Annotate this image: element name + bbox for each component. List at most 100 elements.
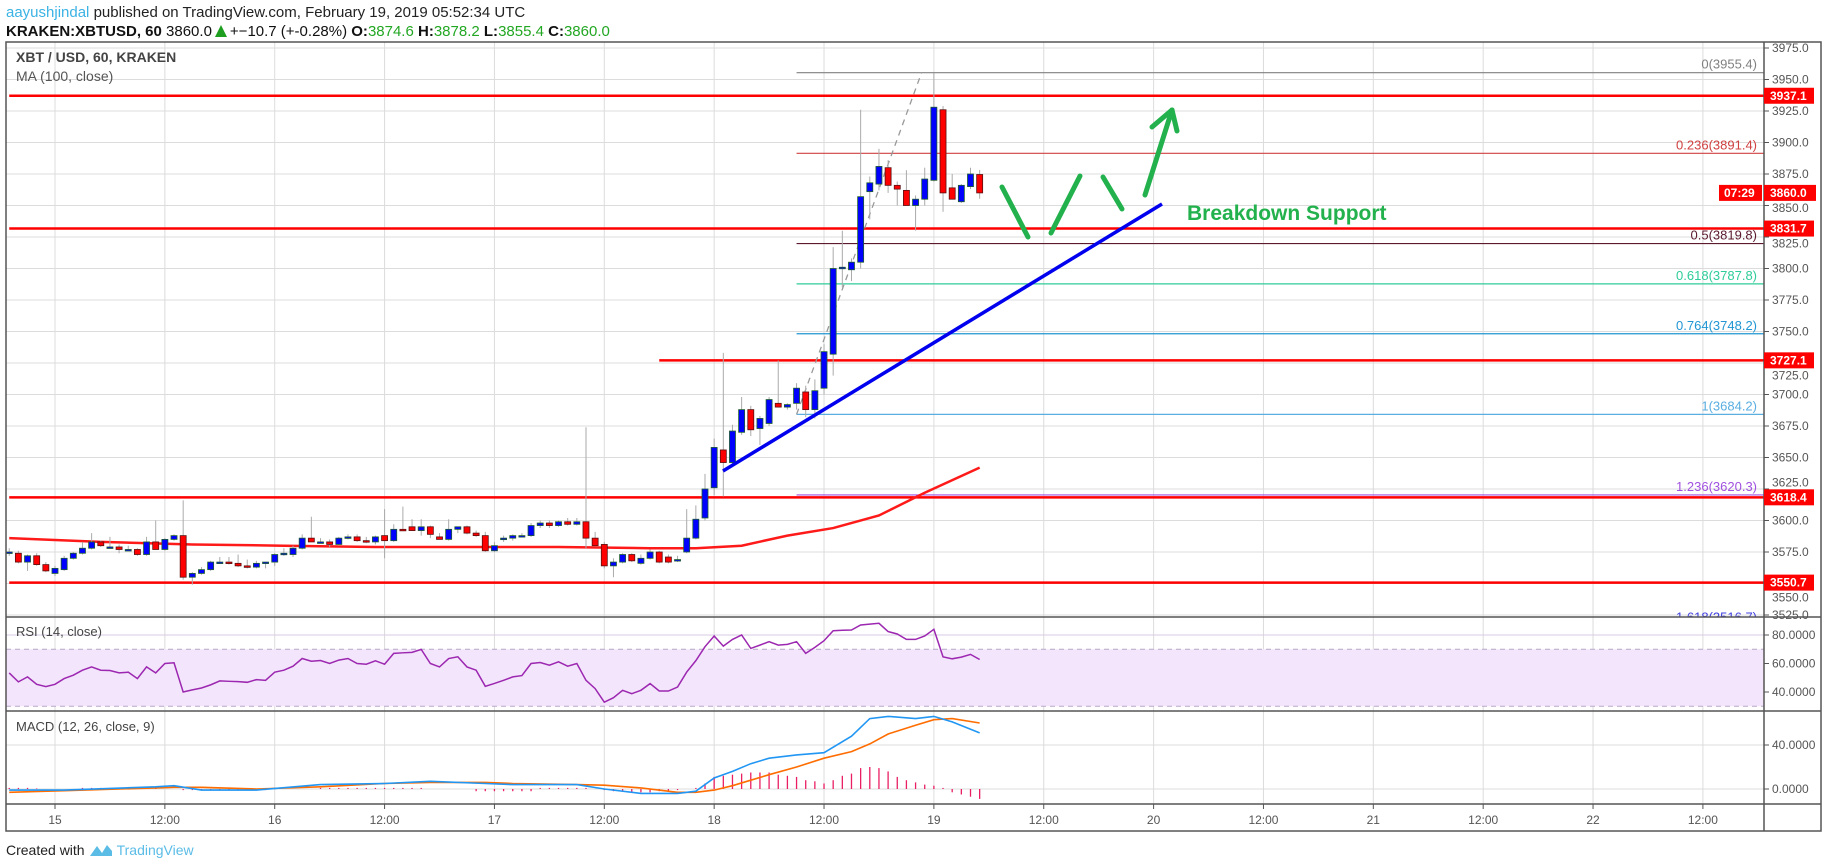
candle-down[interactable] (33, 555, 41, 566)
candle-down[interactable] (939, 109, 947, 194)
candle-down[interactable] (97, 541, 105, 547)
candle-up[interactable] (784, 404, 791, 408)
candle-up[interactable] (866, 182, 874, 193)
projection-arrow[interactable] (1149, 107, 1175, 130)
candle-down[interactable] (234, 562, 242, 567)
candle-down[interactable] (14, 552, 22, 563)
candle-down[interactable] (353, 536, 361, 542)
candle-down[interactable] (564, 521, 572, 525)
candle-up[interactable] (674, 559, 681, 562)
candle-up[interactable] (445, 528, 453, 540)
candle-down[interactable] (152, 541, 160, 550)
candle-down[interactable] (582, 521, 590, 539)
candle-up[interactable] (610, 561, 617, 567)
candle-up[interactable] (344, 536, 352, 539)
candle-down[interactable] (326, 541, 334, 545)
candle-up[interactable] (253, 562, 260, 568)
candle-up[interactable] (79, 547, 86, 554)
support-trend-line[interactable] (722, 202, 1163, 473)
candle-up[interactable] (106, 546, 114, 549)
tradingview-brand-link[interactable]: TradingView (116, 842, 194, 858)
candle-up[interactable] (701, 488, 709, 519)
candle-up[interactable] (417, 526, 425, 531)
candle-up[interactable] (646, 551, 654, 559)
candle-up[interactable] (289, 547, 297, 555)
candle-down[interactable] (307, 537, 315, 543)
candle-down[interactable] (481, 535, 489, 552)
candle-up[interactable] (793, 387, 800, 404)
candle-up[interactable] (188, 573, 196, 578)
candle-up[interactable] (555, 521, 562, 526)
candle-down[interactable] (243, 565, 251, 568)
projection-arrow[interactable] (999, 184, 1031, 240)
candle-up[interactable] (518, 535, 526, 538)
candle-up[interactable] (500, 537, 507, 541)
candle-up[interactable] (124, 549, 132, 552)
candle-up[interactable] (317, 541, 324, 544)
candle-up[interactable] (683, 537, 691, 553)
candle-down[interactable] (225, 561, 233, 564)
candle-up[interactable] (509, 535, 517, 539)
candle-up[interactable] (390, 528, 398, 542)
candle-up[interactable] (143, 541, 150, 555)
candle-up[interactable] (848, 261, 855, 271)
candle-down[interactable] (664, 556, 672, 563)
candle-up[interactable] (271, 554, 279, 563)
candle-down[interactable] (179, 535, 187, 578)
candle-up[interactable] (280, 552, 288, 556)
candle-up[interactable] (88, 541, 96, 549)
candle-up[interactable] (298, 537, 306, 549)
candle-down[interactable] (426, 526, 434, 535)
candle-down[interactable] (884, 167, 892, 186)
candle-down[interactable] (600, 544, 608, 567)
candle-down[interactable] (903, 189, 910, 206)
candle-up[interactable] (491, 545, 498, 552)
candle-down[interactable] (472, 532, 480, 537)
candle-down[interactable] (802, 391, 810, 411)
candle-up[interactable] (536, 522, 544, 526)
candle-down[interactable] (774, 402, 782, 408)
projection-arrow[interactable] (1100, 174, 1125, 212)
candle-up[interactable] (161, 539, 169, 550)
candle-up[interactable] (372, 536, 379, 543)
candle-up[interactable] (912, 198, 919, 206)
candle-up[interactable] (921, 178, 929, 200)
candle-down[interactable] (628, 554, 636, 562)
candle-down[interactable] (976, 174, 984, 194)
candle-up[interactable] (69, 552, 77, 559)
candle-up[interactable] (967, 173, 974, 188)
candle-up[interactable] (335, 537, 343, 545)
candle-down[interactable] (362, 540, 370, 543)
candle-up[interactable] (573, 521, 581, 525)
candle-down[interactable] (381, 535, 388, 542)
candle-down[interactable] (408, 526, 416, 531)
projection-arrow[interactable] (1169, 107, 1180, 134)
candle-up[interactable] (619, 554, 627, 563)
macd-pane[interactable] (8, 715, 981, 799)
candle-up[interactable] (738, 409, 746, 433)
candle-up[interactable] (6, 551, 13, 554)
candle-down[interactable] (133, 549, 141, 555)
candle-up[interactable] (765, 399, 773, 424)
projection-arrow[interactable] (1142, 107, 1175, 198)
candle-up[interactable] (820, 351, 828, 389)
candle-down[interactable] (719, 449, 727, 463)
candle-up[interactable] (216, 561, 224, 564)
candle-up[interactable] (829, 268, 837, 355)
candle-up[interactable] (527, 525, 535, 537)
candle-up[interactable] (170, 535, 178, 540)
candle-up[interactable] (198, 569, 205, 574)
candle-up[interactable] (930, 106, 938, 181)
candle-down[interactable] (436, 536, 443, 540)
candle-down[interactable] (42, 564, 50, 572)
candle-up[interactable] (838, 266, 846, 270)
candle-up[interactable] (756, 418, 764, 429)
candle-down[interactable] (463, 526, 471, 534)
candle-down[interactable] (948, 187, 956, 200)
candle-down[interactable] (655, 551, 663, 563)
candle-up[interactable] (454, 526, 462, 530)
candle-up[interactable] (811, 390, 819, 411)
candle-up[interactable] (262, 561, 269, 564)
price-pane[interactable]: 0(3955.4) 0.236(3891.4) 0.5(3819.8) 0.618(3… (6, 57, 1764, 626)
candle-down[interactable] (115, 546, 123, 550)
